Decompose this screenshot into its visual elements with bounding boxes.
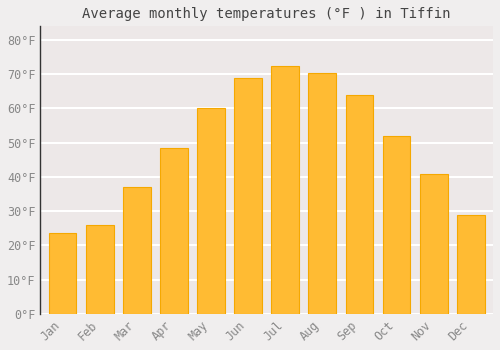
Bar [308,72,336,314]
Bar [160,148,188,314]
Bar [197,108,225,314]
Bar [457,215,484,314]
Bar [48,233,76,314]
Title: Average monthly temperatures (°F ) in Tiffin: Average monthly temperatures (°F ) in Ti… [82,7,451,21]
Bar [272,66,299,314]
Bar [234,78,262,314]
Bar [382,136,410,314]
Bar [123,187,150,314]
Bar [346,95,374,314]
Bar [86,225,114,314]
Bar [420,174,448,314]
